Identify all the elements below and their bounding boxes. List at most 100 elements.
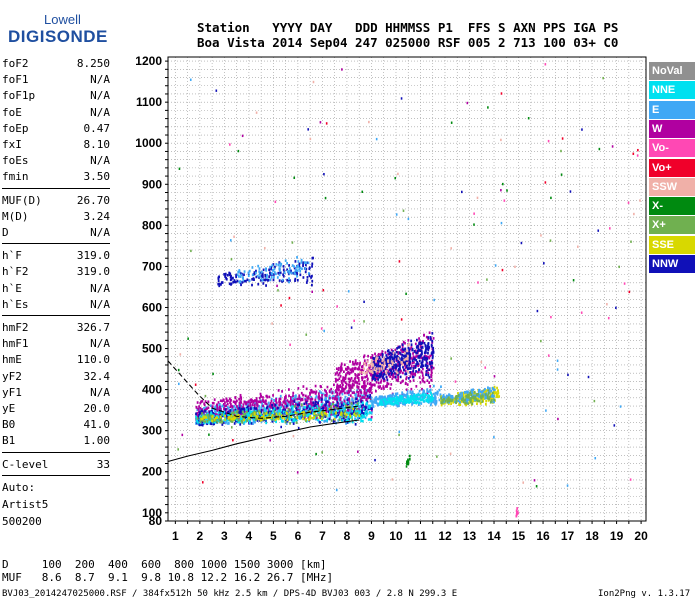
echo-point [315, 416, 318, 420]
echo-point [422, 364, 425, 368]
echo-point [378, 370, 381, 373]
echo-point [406, 398, 409, 402]
echo-point [231, 411, 233, 415]
echo-point [322, 410, 324, 413]
param-value: N/A [90, 281, 110, 295]
echo-point [309, 398, 312, 401]
echo-point [473, 394, 476, 398]
echo-point [394, 401, 397, 404]
echo-point [395, 372, 398, 376]
echo-point [533, 479, 536, 482]
file-info-line: BVJ03_2014247025000.RSF / 384fx512h 50 k… [2, 589, 458, 599]
echo-point [282, 274, 285, 278]
echo-point [240, 273, 243, 277]
echo-point [429, 385, 432, 388]
echo-point [369, 362, 372, 366]
echo-point [218, 284, 221, 288]
echo-point [288, 267, 291, 270]
echo-point [357, 403, 360, 407]
y-tick-label: 100 [142, 506, 162, 520]
echo-point [351, 391, 354, 395]
echo-point [295, 421, 298, 424]
echo-point [348, 417, 350, 421]
echo-point [411, 373, 414, 377]
echo-point [459, 401, 461, 404]
y-tick-label: 800 [142, 218, 162, 232]
echo-point [405, 377, 408, 381]
echo-point [363, 300, 365, 304]
echo-point [265, 278, 268, 281]
param-name: fmin [2, 170, 29, 184]
echo-point [375, 372, 378, 375]
echo-point [358, 414, 361, 417]
echo-point [487, 392, 490, 395]
echo-point [501, 182, 504, 186]
echo-point [360, 419, 363, 423]
echo-point [352, 411, 355, 415]
echo-point [386, 400, 389, 404]
echo-point [404, 382, 407, 386]
echo-point [425, 366, 428, 369]
echo-point [420, 346, 423, 350]
echo-point [265, 410, 267, 414]
echo-point [385, 398, 388, 401]
param-value: N/A [90, 297, 110, 311]
echo-point [261, 401, 264, 404]
echo-point [219, 415, 222, 419]
echo-point [258, 411, 261, 415]
echo-point [381, 376, 384, 379]
echo-point [296, 471, 299, 474]
x-tick-label: 15 [512, 529, 526, 543]
echo-point [332, 394, 335, 398]
echo-point [315, 417, 317, 421]
echo-point [251, 273, 254, 277]
echo-point [404, 372, 407, 376]
echo-point [337, 368, 340, 372]
echo-point [290, 418, 293, 421]
echo-point [469, 400, 472, 404]
echo-point [449, 396, 452, 399]
echo-point [425, 363, 427, 366]
echo-point [343, 379, 345, 383]
echo-point [431, 397, 434, 401]
echo-point [496, 386, 498, 390]
echo-point [315, 395, 318, 398]
echo-point [379, 372, 382, 375]
echo-point [466, 395, 469, 399]
echo-point [587, 375, 590, 379]
echo-point [430, 375, 433, 379]
echo-point [362, 396, 364, 399]
echo-point [290, 415, 293, 418]
echo-point [306, 396, 309, 400]
echo-point [260, 418, 263, 422]
echo-point [327, 417, 329, 420]
echo-point [566, 484, 569, 487]
echo-point [323, 172, 325, 176]
echo-point [375, 137, 378, 141]
auto-label: Auto: [2, 481, 36, 494]
virtual-height-trace-line [167, 360, 360, 419]
param-value: 1.00 [83, 434, 111, 448]
echo-point [366, 405, 369, 409]
echo-point [246, 413, 249, 416]
echo-point [427, 351, 429, 355]
echo-point [196, 411, 199, 415]
echo-point [291, 400, 294, 403]
echo-point [328, 397, 330, 401]
echo-point [369, 382, 371, 386]
echo-point [485, 396, 488, 399]
echo-point [431, 395, 433, 399]
echo-point [372, 370, 375, 374]
echo-point [309, 411, 312, 415]
echo-point [228, 273, 231, 276]
echo-point [278, 397, 281, 401]
echo-point [293, 266, 296, 270]
echo-point [410, 397, 413, 400]
echo-point [427, 337, 430, 341]
echo-point [274, 265, 276, 269]
echo-point [334, 395, 337, 398]
echo-point [450, 247, 452, 250]
param-separator [2, 474, 110, 476]
echo-point [515, 509, 518, 513]
echo-point [411, 361, 414, 365]
